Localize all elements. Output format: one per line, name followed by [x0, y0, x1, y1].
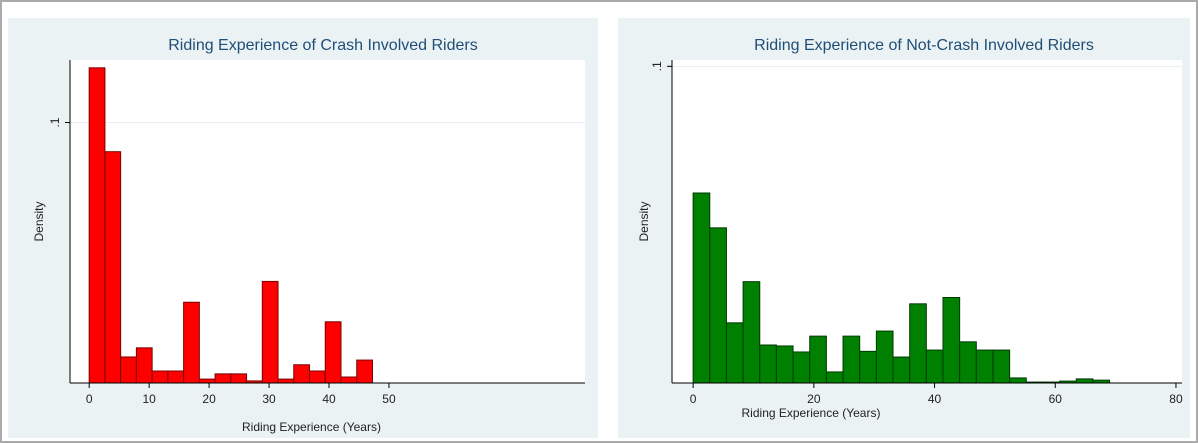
bar — [104, 151, 122, 384]
bar — [167, 370, 185, 384]
bar — [742, 281, 761, 384]
x-tick-label: 80 — [1169, 392, 1183, 406]
bar — [324, 321, 342, 384]
x-tick-label: 10 — [142, 392, 156, 406]
bar — [942, 297, 961, 384]
bar — [120, 356, 137, 384]
x-axis-label: Riding Experience (Years) — [742, 406, 881, 420]
bar — [261, 280, 279, 384]
x-tick-label: 50 — [382, 392, 396, 406]
bar — [792, 351, 811, 384]
bar — [992, 349, 1011, 384]
bar — [309, 370, 326, 384]
bar — [892, 356, 911, 384]
bar — [825, 371, 844, 384]
bar — [975, 349, 994, 384]
bar — [151, 370, 169, 384]
x-tick-label: 20 — [807, 392, 821, 406]
bar — [709, 227, 727, 384]
bar — [925, 349, 944, 384]
chart-title: Riding Experience of Not-Crash Involved … — [754, 37, 1094, 54]
x-tick-label: 40 — [322, 392, 336, 406]
bar — [859, 350, 877, 384]
bar — [340, 376, 358, 384]
bar — [277, 378, 295, 384]
bar — [293, 364, 311, 384]
bar — [1075, 378, 1094, 384]
bar — [183, 301, 200, 384]
bar — [214, 373, 232, 384]
bar — [198, 378, 216, 384]
bar — [809, 335, 827, 384]
y-axis-label: Density — [637, 201, 651, 241]
x-axis-label: Riding Experience (Years) — [242, 420, 381, 434]
bar — [959, 341, 977, 384]
bar — [692, 192, 711, 384]
bar — [842, 335, 861, 384]
bar — [88, 67, 106, 384]
x-tick-label: 30 — [262, 392, 276, 406]
x-tick-label: 40 — [928, 392, 942, 406]
chart-title: Riding Experience of Crash Involved Ride… — [168, 37, 477, 54]
bar — [759, 344, 777, 384]
x-tick-label: 0 — [86, 392, 93, 406]
bar — [135, 347, 153, 384]
bar — [875, 330, 894, 384]
bar — [909, 303, 927, 384]
y-tick-label: .1 — [48, 117, 62, 127]
bar — [725, 322, 744, 384]
bar — [356, 359, 373, 384]
y-tick-label: .1 — [650, 61, 664, 71]
bar — [230, 373, 248, 384]
x-tick-label: 60 — [1049, 392, 1063, 406]
x-tick-label: 0 — [690, 392, 697, 406]
y-axis-label: Density — [32, 201, 46, 241]
x-tick-label: 20 — [202, 392, 216, 406]
bar — [1009, 377, 1027, 384]
bar — [775, 345, 794, 384]
